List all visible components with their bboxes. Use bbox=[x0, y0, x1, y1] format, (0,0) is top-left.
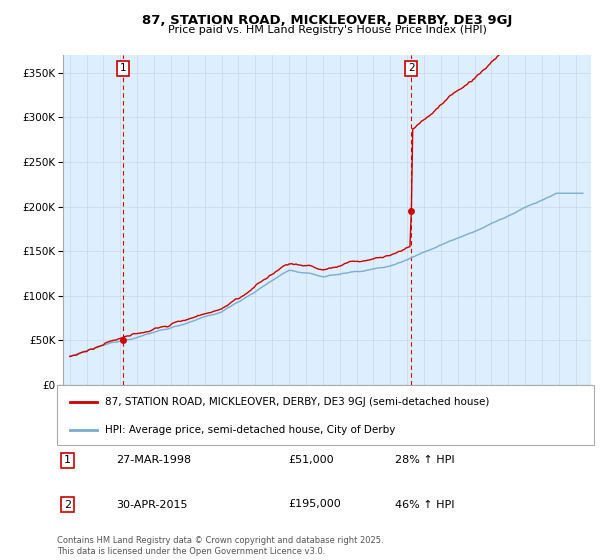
Text: 87, STATION ROAD, MICKLEOVER, DERBY, DE3 9GJ (semi-detached house): 87, STATION ROAD, MICKLEOVER, DERBY, DE3… bbox=[106, 397, 490, 407]
FancyBboxPatch shape bbox=[57, 385, 594, 445]
Text: Price paid vs. HM Land Registry's House Price Index (HPI): Price paid vs. HM Land Registry's House … bbox=[167, 25, 487, 35]
Text: £51,000: £51,000 bbox=[288, 455, 334, 465]
Text: HPI: Average price, semi-detached house, City of Derby: HPI: Average price, semi-detached house,… bbox=[106, 425, 396, 435]
Text: 1: 1 bbox=[64, 455, 71, 465]
Text: Contains HM Land Registry data © Crown copyright and database right 2025.
This d: Contains HM Land Registry data © Crown c… bbox=[57, 536, 383, 556]
Text: 2: 2 bbox=[408, 63, 415, 73]
Text: 2: 2 bbox=[64, 500, 71, 510]
Text: 27-MAR-1998: 27-MAR-1998 bbox=[116, 455, 191, 465]
Text: 1: 1 bbox=[120, 63, 127, 73]
Text: 46% ↑ HPI: 46% ↑ HPI bbox=[395, 500, 455, 510]
Text: £195,000: £195,000 bbox=[288, 500, 341, 510]
Text: 30-APR-2015: 30-APR-2015 bbox=[116, 500, 188, 510]
Text: 28% ↑ HPI: 28% ↑ HPI bbox=[395, 455, 455, 465]
Text: 87, STATION ROAD, MICKLEOVER, DERBY, DE3 9GJ: 87, STATION ROAD, MICKLEOVER, DERBY, DE3… bbox=[142, 14, 512, 27]
